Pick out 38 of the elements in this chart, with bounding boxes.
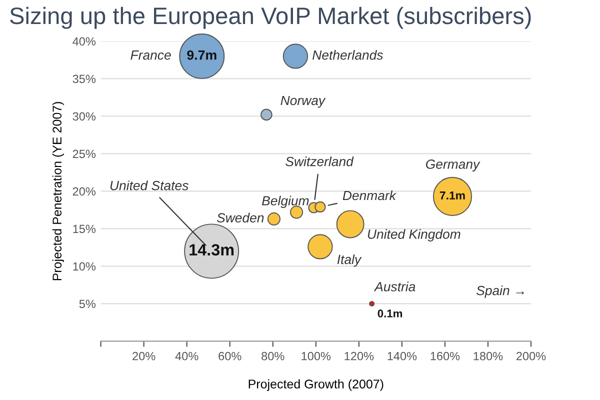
y-tick-label: 30%: [72, 112, 96, 121]
x-tick-label: 180%: [474, 352, 503, 360]
y-axis-title: Projected Penetration (YE 2007): [52, 102, 64, 280]
x-tick-label: 120%: [344, 352, 374, 360]
y-tick-label: 20%: [72, 187, 96, 196]
series-label: Belgium: [262, 196, 309, 208]
x-tick-label: 20%: [132, 352, 156, 360]
series-label: Germany: [426, 160, 480, 172]
y-tick-label: 15%: [73, 224, 96, 234]
series-label: Austria: [374, 282, 416, 292]
annotation: Spain →: [476, 286, 524, 298]
series-label: United Kingdom: [368, 229, 460, 242]
y-tick-label: 10%: [73, 262, 96, 271]
x-tick-label: 40%: [175, 352, 198, 360]
x-tick-label: 100%: [302, 352, 331, 360]
y-tick-label: 40%: [72, 37, 96, 46]
y-tick-label: 35%: [72, 74, 96, 84]
series-label: France: [130, 50, 171, 60]
x-tick-label: 60%: [218, 352, 242, 360]
x-tick-label: 160%: [430, 352, 460, 360]
annotation: 14.3m: [190, 244, 234, 256]
annotation: 7.1m: [440, 192, 465, 200]
annotation: 9.7m: [187, 50, 216, 60]
text: Switzerland: [286, 156, 354, 166]
y-tick-label: 5%: [79, 300, 96, 308]
series-label: Denmark: [342, 190, 397, 200]
series-label: Sweden: [216, 212, 264, 222]
x-tick-label: 140%: [388, 352, 417, 360]
x-axis-title: Projected Growth (2007): [248, 379, 384, 391]
series-label: Netherlands: [312, 50, 384, 60]
chart-title: Sizing up the European VoIP Market (subscribers): [10, 6, 531, 29]
y-tick-label: 25%: [72, 150, 96, 158]
annotation: 0.1m: [378, 310, 402, 318]
text: United States: [110, 180, 188, 190]
x-tick-label: 80%: [262, 352, 284, 360]
series-label: Italy: [337, 254, 362, 267]
series-label: Norway: [280, 96, 326, 108]
x-tick-label: 200%: [516, 352, 546, 360]
